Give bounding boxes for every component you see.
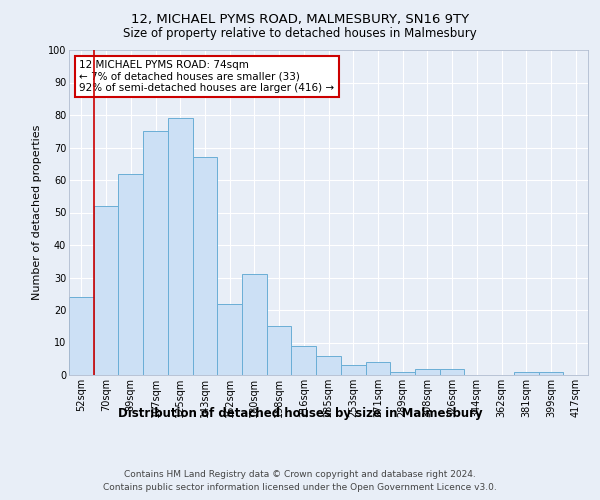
Text: 12, MICHAEL PYMS ROAD, MALMESBURY, SN16 9TY: 12, MICHAEL PYMS ROAD, MALMESBURY, SN16 … bbox=[131, 12, 469, 26]
Bar bbox=[390, 372, 415, 375]
Bar bbox=[267, 326, 292, 375]
Bar bbox=[143, 131, 168, 375]
Bar bbox=[94, 206, 118, 375]
Y-axis label: Number of detached properties: Number of detached properties bbox=[32, 125, 42, 300]
Bar bbox=[415, 368, 440, 375]
Bar bbox=[539, 372, 563, 375]
Text: Size of property relative to detached houses in Malmesbury: Size of property relative to detached ho… bbox=[123, 28, 477, 40]
Bar bbox=[118, 174, 143, 375]
Bar bbox=[242, 274, 267, 375]
Bar bbox=[69, 297, 94, 375]
Bar bbox=[168, 118, 193, 375]
Bar bbox=[292, 346, 316, 375]
Bar bbox=[514, 372, 539, 375]
Bar bbox=[365, 362, 390, 375]
Bar bbox=[193, 157, 217, 375]
Bar bbox=[341, 365, 365, 375]
Text: Contains HM Land Registry data © Crown copyright and database right 2024.: Contains HM Land Registry data © Crown c… bbox=[124, 470, 476, 479]
Text: 12 MICHAEL PYMS ROAD: 74sqm
← 7% of detached houses are smaller (33)
92% of semi: 12 MICHAEL PYMS ROAD: 74sqm ← 7% of deta… bbox=[79, 60, 335, 93]
Bar bbox=[440, 368, 464, 375]
Text: Distribution of detached houses by size in Malmesbury: Distribution of detached houses by size … bbox=[118, 408, 482, 420]
Bar bbox=[316, 356, 341, 375]
Bar bbox=[217, 304, 242, 375]
Text: Contains public sector information licensed under the Open Government Licence v3: Contains public sector information licen… bbox=[103, 482, 497, 492]
